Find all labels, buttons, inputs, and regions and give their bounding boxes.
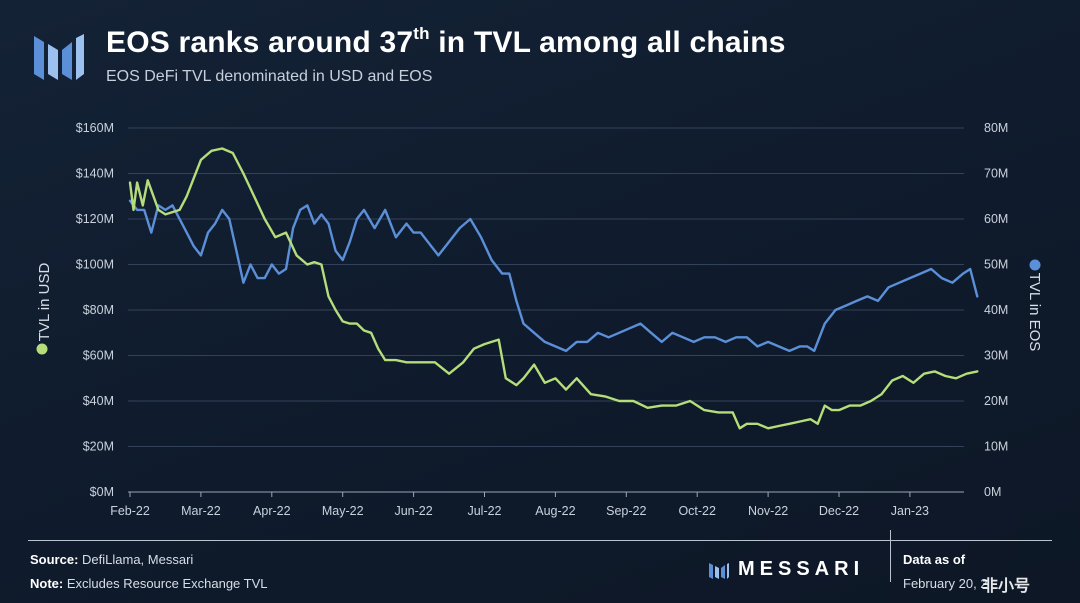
note-line: Note: Excludes Resource Exchange TVL: [30, 576, 268, 591]
source-line: Source: DefiLlama, Messari: [30, 552, 193, 567]
y-tick-right: 60M: [984, 212, 1008, 226]
watermark: 非小号: [982, 578, 1031, 595]
y-tick-right: 10M: [984, 440, 1008, 454]
brand-name: MESSARI: [738, 558, 865, 580]
usd-tvl-line: [128, 147, 979, 430]
chart-title-sup: th: [413, 24, 430, 43]
x-tick-label: Dec-22: [819, 504, 859, 518]
chart-title: EOS ranks around 37th in TVL among all c…: [106, 24, 786, 60]
data-as-of-label: Data as of: [903, 552, 966, 567]
x-tick-label: Jun-22: [394, 504, 432, 518]
y-tick-left: $0M: [90, 485, 114, 499]
x-tick-label: Apr-22: [253, 504, 291, 518]
x-tick-label: Nov-22: [748, 504, 788, 518]
chart-title-pre: EOS ranks around 37: [106, 26, 414, 59]
y-tick-right: 20M: [984, 394, 1008, 408]
note-label: Note:: [30, 576, 64, 591]
y-tick-right: 0M: [984, 485, 1001, 499]
y-axis-title-right: TVL in EOS: [1026, 273, 1043, 352]
y-tick-left: $120M: [76, 212, 114, 226]
brand-footer: MESSARI: [708, 558, 864, 581]
y-tick-right: 50M: [984, 258, 1008, 272]
x-tick-label: Feb-22: [110, 504, 150, 518]
x-tick-label: Sep-22: [606, 504, 646, 518]
usd-legend-dot: [36, 343, 48, 355]
y-tick-left: $20M: [83, 440, 114, 454]
y-tick-right: 80M: [984, 121, 1008, 135]
footer-vertical-divider: [890, 530, 891, 582]
y-tick-left: $60M: [83, 349, 114, 363]
y-tick-left: $80M: [83, 303, 114, 317]
data-as-of-date: February 20, 2: [903, 576, 988, 591]
y-tick-left: $100M: [76, 258, 114, 272]
footer-divider: [28, 540, 1052, 541]
x-tick-label: Aug-22: [535, 504, 575, 518]
y-axis-title-left: TVL in USD: [36, 263, 53, 342]
note-text: Excludes Resource Exchange TVL: [66, 576, 268, 591]
x-tick-label: May-22: [322, 504, 364, 518]
x-tick-label: Mar-22: [181, 504, 221, 518]
y-tick-right: 40M: [984, 303, 1008, 317]
messari-mark-icon: [709, 562, 729, 579]
y-tick-left: $160M: [76, 121, 114, 135]
y-tick-right: 30M: [984, 349, 1008, 363]
eos-legend-dot: [1029, 259, 1041, 271]
source-label: Source:: [30, 552, 79, 567]
y-tick-left: $40M: [83, 394, 114, 408]
source-text: DefiLlama, Messari: [82, 552, 194, 567]
x-tick-label: Jul-22: [467, 504, 501, 518]
x-tick-label: Oct-22: [678, 504, 716, 518]
chart-title-post: in TVL among all chains: [429, 26, 786, 59]
y-tick-left: $140M: [76, 167, 114, 181]
chart-subtitle: EOS DeFi TVL denominated in USD and EOS: [106, 68, 433, 85]
eos-tvl-line: [128, 199, 979, 353]
x-tick-label: Jan-23: [891, 504, 929, 518]
messari-logo-icon: [34, 34, 84, 80]
y-tick-right: 70M: [984, 167, 1008, 181]
